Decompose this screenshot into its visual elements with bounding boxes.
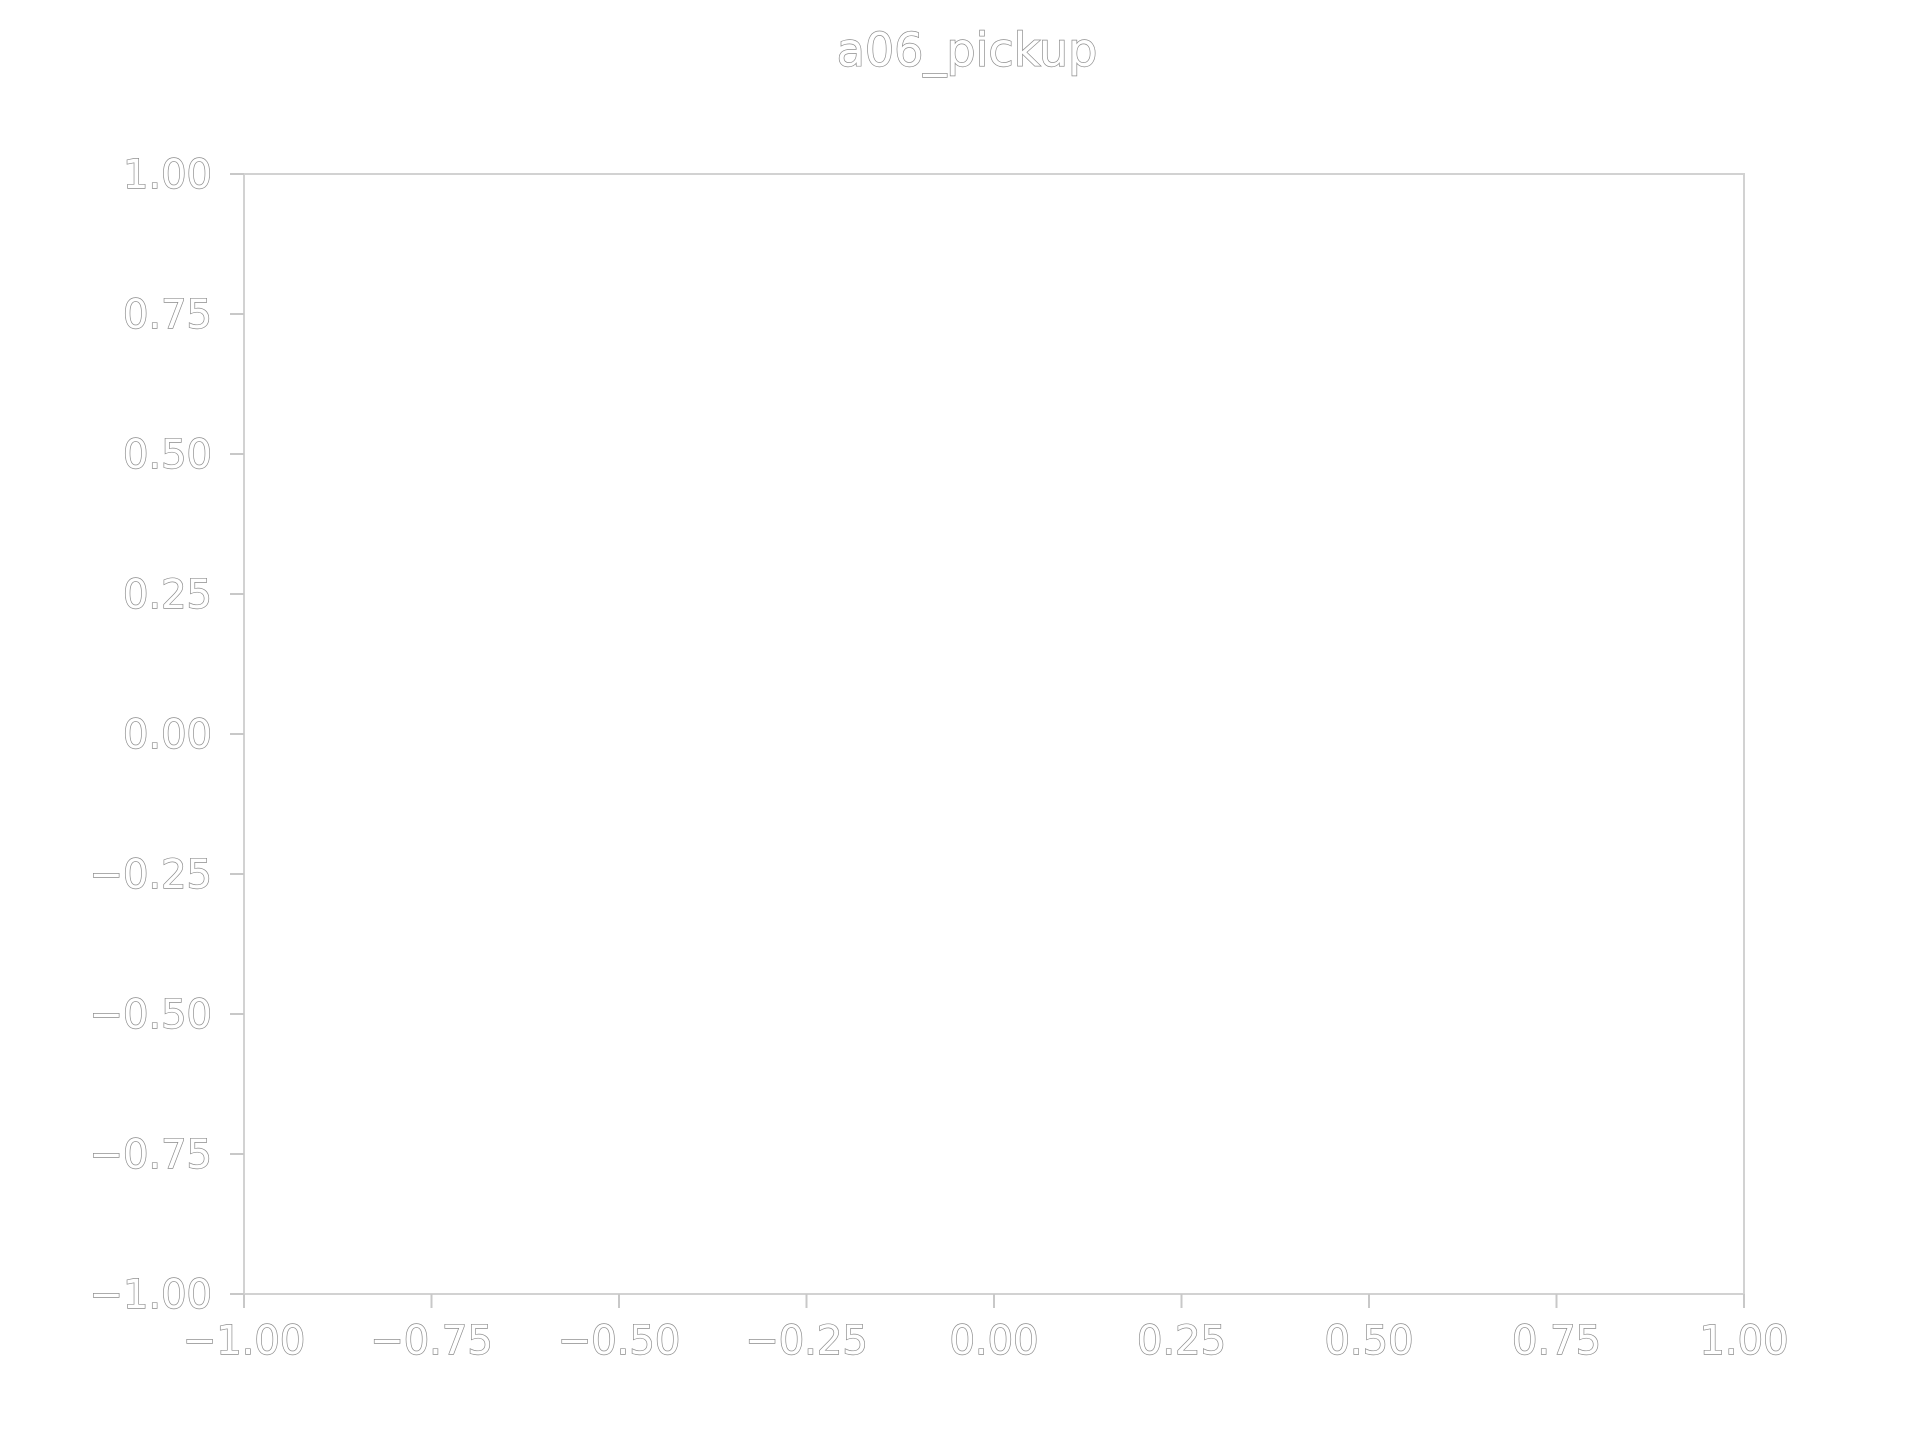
x-tick-label: 0.25 bbox=[1137, 1318, 1226, 1364]
y-tick-label: 0.25 bbox=[123, 572, 212, 618]
x-tick-label: −0.75 bbox=[370, 1318, 493, 1364]
x-tick-label: 0.50 bbox=[1324, 1318, 1413, 1364]
plot-area-frame bbox=[243, 173, 1745, 1295]
x-tick-label: −1.00 bbox=[183, 1318, 306, 1364]
x-tick-label: −0.25 bbox=[745, 1318, 868, 1364]
y-tick-label: −0.25 bbox=[89, 852, 212, 898]
y-tick-label: 0.50 bbox=[123, 432, 212, 478]
x-tick-label: 1.00 bbox=[1699, 1318, 1788, 1364]
x-tick-label: 0.75 bbox=[1512, 1318, 1601, 1364]
y-tick-label: 0.75 bbox=[123, 292, 212, 338]
chart-title: a06_pickup bbox=[837, 23, 1098, 77]
y-tick-label: −0.75 bbox=[89, 1132, 212, 1178]
y-axis: −1.00 −0.75 −0.50 −0.25 0.00 0.25 0.50 0.75 1.00 bbox=[89, 151, 244, 1319]
x-tick-label: 0.00 bbox=[949, 1318, 1038, 1364]
y-tick-label: −0.50 bbox=[89, 992, 212, 1038]
y-tick-label: 1.00 bbox=[123, 152, 212, 198]
x-tick-label: −0.50 bbox=[558, 1318, 681, 1364]
x-axis: −1.00 −0.75 −0.50 −0.25 0.00 0.25 0.50 0.75 1.00 bbox=[182, 1294, 1789, 1365]
y-tick-label: −1.00 bbox=[89, 1272, 212, 1318]
y-tick-label: 0.00 bbox=[123, 712, 212, 758]
